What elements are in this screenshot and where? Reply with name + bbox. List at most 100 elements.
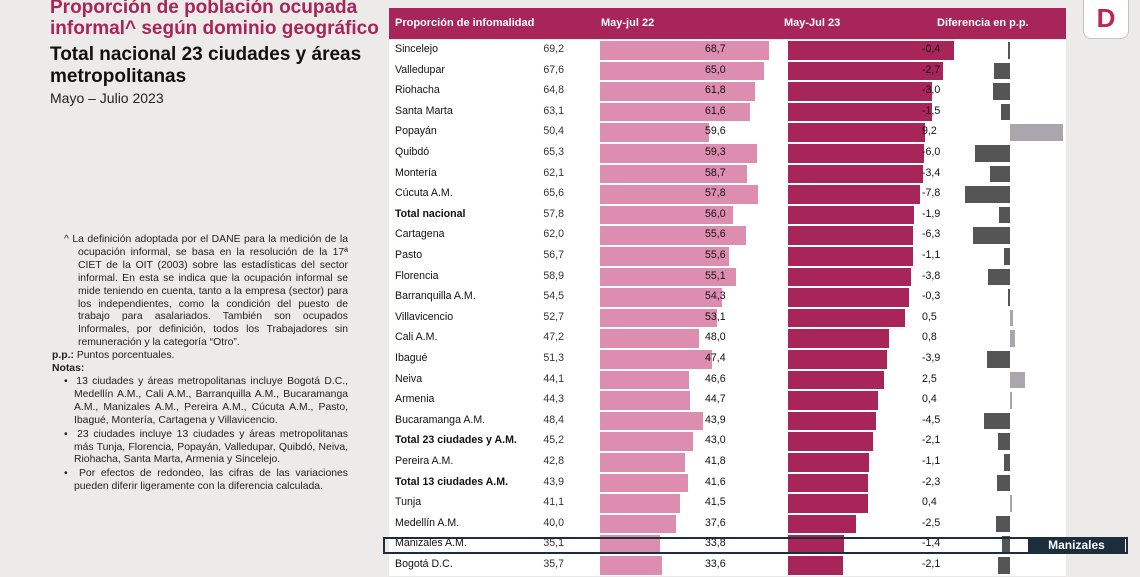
value-2023: 48,0: [705, 331, 726, 344]
bar-2023: [788, 411, 876, 431]
notes-list: • 13 ciudades y áreas metropolitanas inc…: [52, 376, 348, 494]
value-diff: -3,9: [922, 352, 941, 364]
table-row: Armenia 44,3 44,7 0,4: [389, 390, 1066, 412]
value-2022: 62,0: [543, 228, 564, 241]
row-name: Tunja: [395, 496, 422, 509]
table-row: Total 23 ciudades y A.M. 45,2 43,0 -2,1: [389, 431, 1066, 453]
bar-2023: [788, 123, 926, 142]
bar-diff: [987, 268, 1010, 286]
row-name: Neiva: [395, 372, 423, 385]
bar-2022: [600, 453, 685, 472]
row-name: Barranquilla A.M.: [395, 290, 476, 303]
value-2022: 57,8: [543, 207, 564, 220]
notas-label: Notas:: [52, 363, 85, 375]
bar-2022: [600, 288, 723, 307]
value-diff: -2,3: [922, 475, 941, 488]
value-2023: 68,7: [705, 43, 726, 55]
value-diff: -3,0: [922, 84, 941, 97]
bar-diff: [998, 206, 1010, 224]
value-2023: 41,5: [705, 496, 726, 509]
table-row: Manizales A.M. 35,1 33,8 -1,4: [389, 534, 1066, 556]
value-diff: 0,4: [922, 496, 937, 509]
bar-2022: [600, 185, 758, 204]
highlight-label: Manizales: [1028, 538, 1125, 553]
bar-diff: [1008, 289, 1010, 306]
table-row: Bogotá D.C. 35,7 33,6 -2,1: [389, 555, 1066, 577]
notes-block: ^ La definición adoptada por el DANE par…: [52, 234, 348, 495]
row-name: Cartagena: [395, 228, 445, 241]
row-name: Total 23 ciudades y A.M.: [395, 434, 517, 447]
bar-diff: [1010, 392, 1013, 409]
value-2022: 41,1: [543, 496, 564, 509]
value-2023: 59,6: [705, 125, 726, 138]
bar-diff: [990, 165, 1010, 183]
bar-diff: [995, 515, 1010, 533]
value-2023: 58,7: [705, 166, 726, 179]
table-row: Valledupar 67,6 65,0 -2,7: [389, 60, 1066, 83]
row-name: Ibagué: [395, 352, 428, 364]
bar-2022: [600, 391, 690, 410]
table-row: Tunja 41,1 41,5 0,4: [389, 493, 1066, 515]
value-2023: 41,8: [705, 455, 726, 467]
bar-diff: [1010, 124, 1064, 141]
bar-diff: [996, 474, 1010, 492]
left-panel: Proporción de población ocupada informal…: [0, 0, 385, 570]
value-2023: 57,8: [705, 187, 726, 200]
bar-diff: [975, 145, 1010, 162]
table-row: Riohacha 64,8 61,8 -3,0: [389, 81, 1066, 103]
value-2023: 55,1: [705, 269, 726, 282]
bar-2023: [788, 370, 885, 390]
value-diff: -0,4: [922, 43, 941, 55]
row-name: Manizales A.M.: [395, 537, 467, 550]
value-2023: 47,4: [705, 352, 726, 364]
value-2022: 42,8: [543, 455, 564, 467]
bar-2022: [600, 247, 730, 266]
value-2022: 64,8: [543, 84, 564, 97]
bar-2022: [600, 41, 770, 60]
value-diff: -6,3: [922, 228, 941, 241]
header-col-name: Proporción de infomalidad: [395, 17, 535, 29]
bar-2023: [788, 247, 913, 266]
value-diff: -1,4: [922, 537, 941, 550]
bar-2023: [788, 494, 869, 513]
table-row: Cúcuta A.M. 65,6 57,8 -7,8: [389, 184, 1066, 206]
bar-diff: [1003, 248, 1010, 265]
row-name: Bogotá D.C.: [395, 558, 453, 570]
bar-2022: [600, 61, 765, 81]
value-diff: 0,8: [922, 331, 937, 344]
value-2023: 55,6: [705, 249, 726, 261]
note-item: • 23 ciudades incluye 13 ciudades y área…: [64, 428, 348, 466]
bar-2022: [600, 144, 757, 163]
value-2023: 33,8: [705, 537, 726, 550]
row-name: Florencia: [395, 269, 439, 282]
value-diff: -1,1: [922, 455, 941, 467]
value-diff: 9,2: [922, 125, 937, 138]
value-diff: -0,3: [922, 290, 941, 303]
bar-2023: [788, 144, 925, 163]
bar-2023: [788, 41, 955, 60]
table-row: Cali A.M. 47,2 48,0 0,8: [389, 328, 1066, 350]
bar-diff: [1003, 454, 1010, 471]
bar-2023: [788, 329, 889, 348]
value-diff: -2,1: [922, 558, 941, 570]
value-2023: 65,0: [705, 63, 726, 76]
value-2022: 56,7: [543, 249, 564, 261]
bar-2023: [788, 205, 914, 225]
table-row: Medellín A.M. 40,0 37,6 -2,5: [389, 513, 1066, 536]
definition-note: ^ La definición adoptada por el DANE par…: [64, 234, 348, 349]
note-item-text: 23 ciudades incluye 13 ciudades y áreas …: [74, 428, 348, 466]
value-2022: 40,0: [543, 516, 564, 529]
bar-2022: [600, 535, 661, 554]
row-name: Total 13 ciudades A.M.: [395, 475, 509, 488]
row-name: Cúcuta A.M.: [395, 187, 453, 200]
value-2022: 48,4: [543, 413, 564, 426]
value-diff: -6,0: [922, 146, 941, 158]
value-2023: 61,8: [705, 84, 726, 97]
highlight-box: [383, 537, 1128, 554]
table-row: Ibagué 51,3 47,4 -3,9: [389, 349, 1066, 371]
bar-2022: [600, 556, 663, 575]
bar-2022: [600, 411, 703, 431]
bar-2022: [600, 267, 737, 287]
page-title: Proporción de población ocupada informal…: [50, 0, 379, 39]
bar-2022: [600, 102, 750, 122]
